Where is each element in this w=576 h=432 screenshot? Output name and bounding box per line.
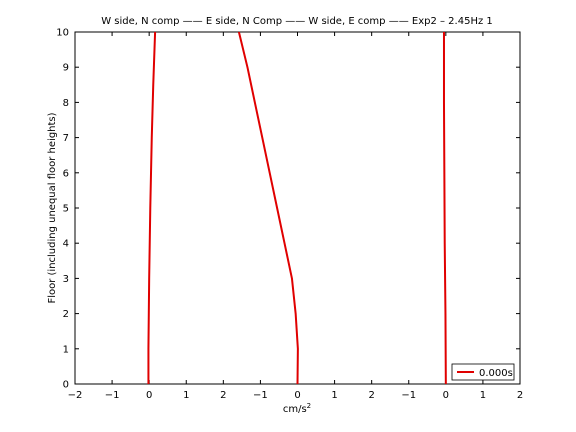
series-lines: [147, 31, 447, 385]
axis-ticks: [74, 31, 521, 385]
legend[interactable]: 0.000s: [451, 363, 515, 381]
y-tick-label: 8: [63, 98, 69, 109]
x-tick-labels: −2 −1 0 1 2 −1 0 1 2 −1 0 1 2: [68, 390, 524, 401]
series-line-segment-3: [442, 32, 447, 385]
x-tick-label: 1: [183, 390, 189, 401]
x-tick-label: 2: [517, 390, 523, 401]
y-tick-label: 6: [63, 168, 69, 179]
x-axis-label-superscript: 2: [307, 402, 311, 410]
series-line-segment-1: [147, 31, 157, 384]
x-tick-label: −1: [253, 390, 268, 401]
y-tick-label: 4: [63, 239, 69, 250]
x-tick-label: 0: [294, 390, 300, 401]
plot-area: −2 −1 0 1 2 −1 0 1 2 −1 0 1 2 0 1 2 3 4 5 6 7 8 9 10: [56, 28, 523, 402]
x-tick-label: 0: [443, 390, 449, 401]
y-tick-label: 9: [63, 63, 69, 74]
y-tick-label: 1: [63, 344, 69, 355]
legend-label: 0.000s: [479, 368, 513, 379]
x-tick-label: 2: [220, 390, 226, 401]
series-line-segment-2: [237, 31, 299, 385]
y-tick-label: 10: [56, 28, 69, 39]
x-tick-label: 1: [331, 390, 337, 401]
y-tick-labels: 0 1 2 3 4 5 6 7 8 9 10: [56, 28, 69, 391]
legend-box: [451, 363, 515, 381]
x-tick-label: 0: [146, 390, 152, 401]
x-tick-label: 1: [480, 390, 486, 401]
y-tick-label: 3: [63, 274, 69, 285]
y-tick-label: 7: [63, 133, 69, 144]
x-tick-label: 2: [368, 390, 374, 401]
y-tick-label: 0: [63, 380, 69, 391]
y-tick-label: 5: [63, 204, 69, 215]
y-axis-label: Floor (including unequal floor heights): [47, 112, 58, 303]
x-tick-label: −2: [68, 390, 83, 401]
chart-title: W side, N comp —— E side, N Comp —— W si…: [101, 16, 493, 27]
x-axis-label: cm/s2: [283, 402, 311, 415]
y-tick-label: 2: [63, 309, 69, 320]
x-tick-label: −1: [401, 390, 416, 401]
x-tick-label: −1: [105, 390, 120, 401]
